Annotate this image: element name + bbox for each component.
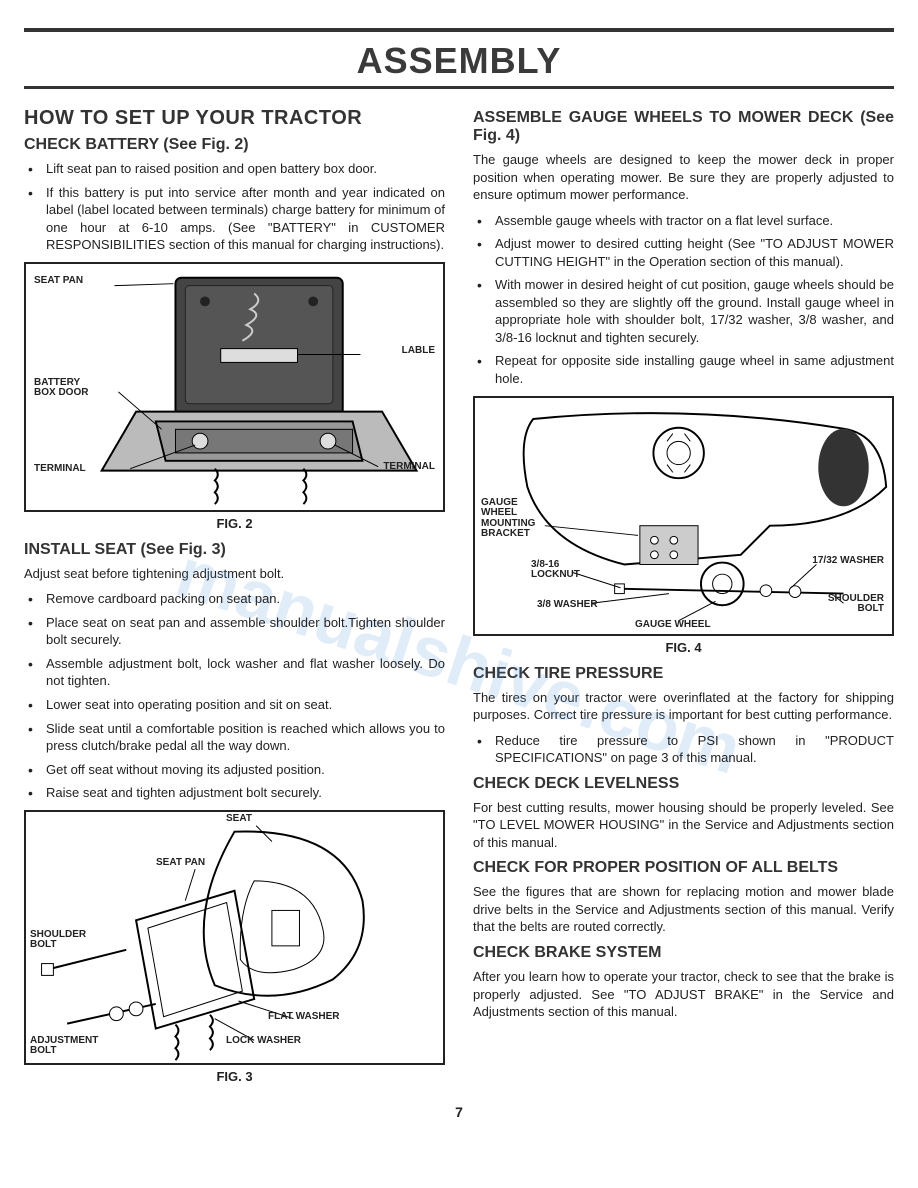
heading-install-seat: INSTALL SEAT (See Fig. 3) <box>24 541 445 559</box>
figure-2-svg <box>26 264 443 510</box>
list-item: Slide seat until a comfortable position … <box>24 720 445 755</box>
heading-deck-levelness: CHECK DECK LEVELNESS <box>473 775 894 793</box>
list-item: Adjust mower to desired cutting height (… <box>473 235 894 270</box>
fig3-caption: FIG. 3 <box>24 1069 445 1084</box>
figure-2: SEAT PAN LABLE BATTERY BOX DOOR TERMINAL… <box>24 262 445 512</box>
fig2-label-batterybox: BATTERY BOX DOOR <box>34 378 88 399</box>
tire-pressure-intro: The tires on your tractor were overinfla… <box>473 689 894 724</box>
list-item: Lift seat pan to raised position and ope… <box>24 160 445 178</box>
fig4-caption: FIG. 4 <box>473 640 894 655</box>
fig4-label-washer1732: 17/32 WASHER <box>812 556 884 567</box>
right-column: ASSEMBLE GAUGE WHEELS TO MOWER DECK (See… <box>473 103 894 1094</box>
heading-check-battery: CHECK BATTERY (See Fig. 2) <box>24 136 445 154</box>
belts-body: See the figures that are shown for repla… <box>473 883 894 936</box>
list-item: Lower seat into operating position and s… <box>24 696 445 714</box>
list-item: Assemble adjustment bolt, lock washer an… <box>24 655 445 690</box>
fig3-label-shoulder: SHOULDER BOLT <box>30 930 86 951</box>
fig2-label-terminal-l: TERMINAL <box>34 464 86 475</box>
fig3-label-lock: LOCK WASHER <box>226 1036 301 1047</box>
heading-tire-pressure: CHECK TIRE PRESSURE <box>473 665 894 683</box>
heading-gauge-wheels: ASSEMBLE GAUGE WHEELS TO MOWER DECK (See… <box>473 109 894 145</box>
gauge-wheels-intro: The gauge wheels are designed to keep th… <box>473 151 894 204</box>
install-seat-intro: Adjust seat before tightening adjustment… <box>24 565 445 583</box>
list-item: Raise seat and tighten adjustment bolt s… <box>24 784 445 802</box>
fig4-label-locknut: 3/8-16 LOCKNUT <box>531 560 580 581</box>
bullets-tire-pressure: Reduce tire pressure to PSI shown in "PR… <box>473 732 894 767</box>
page-title: ASSEMBLY <box>24 40 894 82</box>
fig2-label-seatpan: SEAT PAN <box>34 276 83 287</box>
fig4-label-gaugewheel: GAUGE WHEEL <box>635 620 711 631</box>
fig3-label-adj: ADJUSTMENT BOLT <box>30 1036 98 1057</box>
fig2-caption: FIG. 2 <box>24 516 445 531</box>
fig2-label-terminal-r: TERMINAL <box>383 462 435 473</box>
list-item: Remove cardboard packing on seat pan. <box>24 590 445 608</box>
figure-3: SEAT SEAT PAN SHOULDER BOLT FLAT WASHER … <box>24 810 445 1065</box>
heading-brake: CHECK BRAKE SYSTEM <box>473 944 894 962</box>
list-item: Place seat on seat pan and assemble shou… <box>24 614 445 649</box>
page-number: 7 <box>24 1104 894 1120</box>
left-column: HOW TO SET UP YOUR TRACTOR CHECK BATTERY… <box>24 103 445 1094</box>
heading-setup: HOW TO SET UP YOUR TRACTOR <box>24 107 445 130</box>
fig3-label-seatpan: SEAT PAN <box>156 858 205 869</box>
fig4-label-washer38: 3/8 WASHER <box>537 600 598 611</box>
list-item: Assemble gauge wheels with tractor on a … <box>473 212 894 230</box>
fig3-label-seat: SEAT <box>226 814 252 825</box>
columns: HOW TO SET UP YOUR TRACTOR CHECK BATTERY… <box>24 103 894 1094</box>
fig3-label-flat: FLAT WASHER <box>268 1012 339 1023</box>
list-item: With mower in desired height of cut posi… <box>473 276 894 346</box>
list-item: Reduce tire pressure to PSI shown in "PR… <box>473 732 894 767</box>
figure-4: GAUGE WHEEL MOUNTING BRACKET 3/8-16 LOCK… <box>473 396 894 636</box>
heading-belts: CHECK FOR PROPER POSITION OF ALL BELTS <box>473 859 894 877</box>
bullets-install-seat: Remove cardboard packing on seat pan. Pl… <box>24 590 445 801</box>
mid-rule <box>24 86 894 89</box>
bullets-gauge-wheels: Assemble gauge wheels with tractor on a … <box>473 212 894 388</box>
top-rule <box>24 28 894 32</box>
brake-body: After you learn how to operate your trac… <box>473 968 894 1021</box>
fig4-label-bracket: GAUGE WHEEL MOUNTING BRACKET <box>481 498 535 540</box>
deck-levelness-body: For best cutting results, mower housing … <box>473 799 894 852</box>
list-item: If this battery is put into service afte… <box>24 184 445 254</box>
fig4-label-shoulder: SHOULDER BOLT <box>828 594 884 615</box>
fig2-label-lable: LABLE <box>402 346 435 357</box>
bullets-check-battery: Lift seat pan to raised position and ope… <box>24 160 445 254</box>
list-item: Get off seat without moving its adjusted… <box>24 761 445 779</box>
list-item: Repeat for opposite side installing gaug… <box>473 352 894 387</box>
figure-3-svg <box>26 812 443 1063</box>
page: manualshive.com ASSEMBLY HOW TO SET UP Y… <box>24 28 894 1120</box>
